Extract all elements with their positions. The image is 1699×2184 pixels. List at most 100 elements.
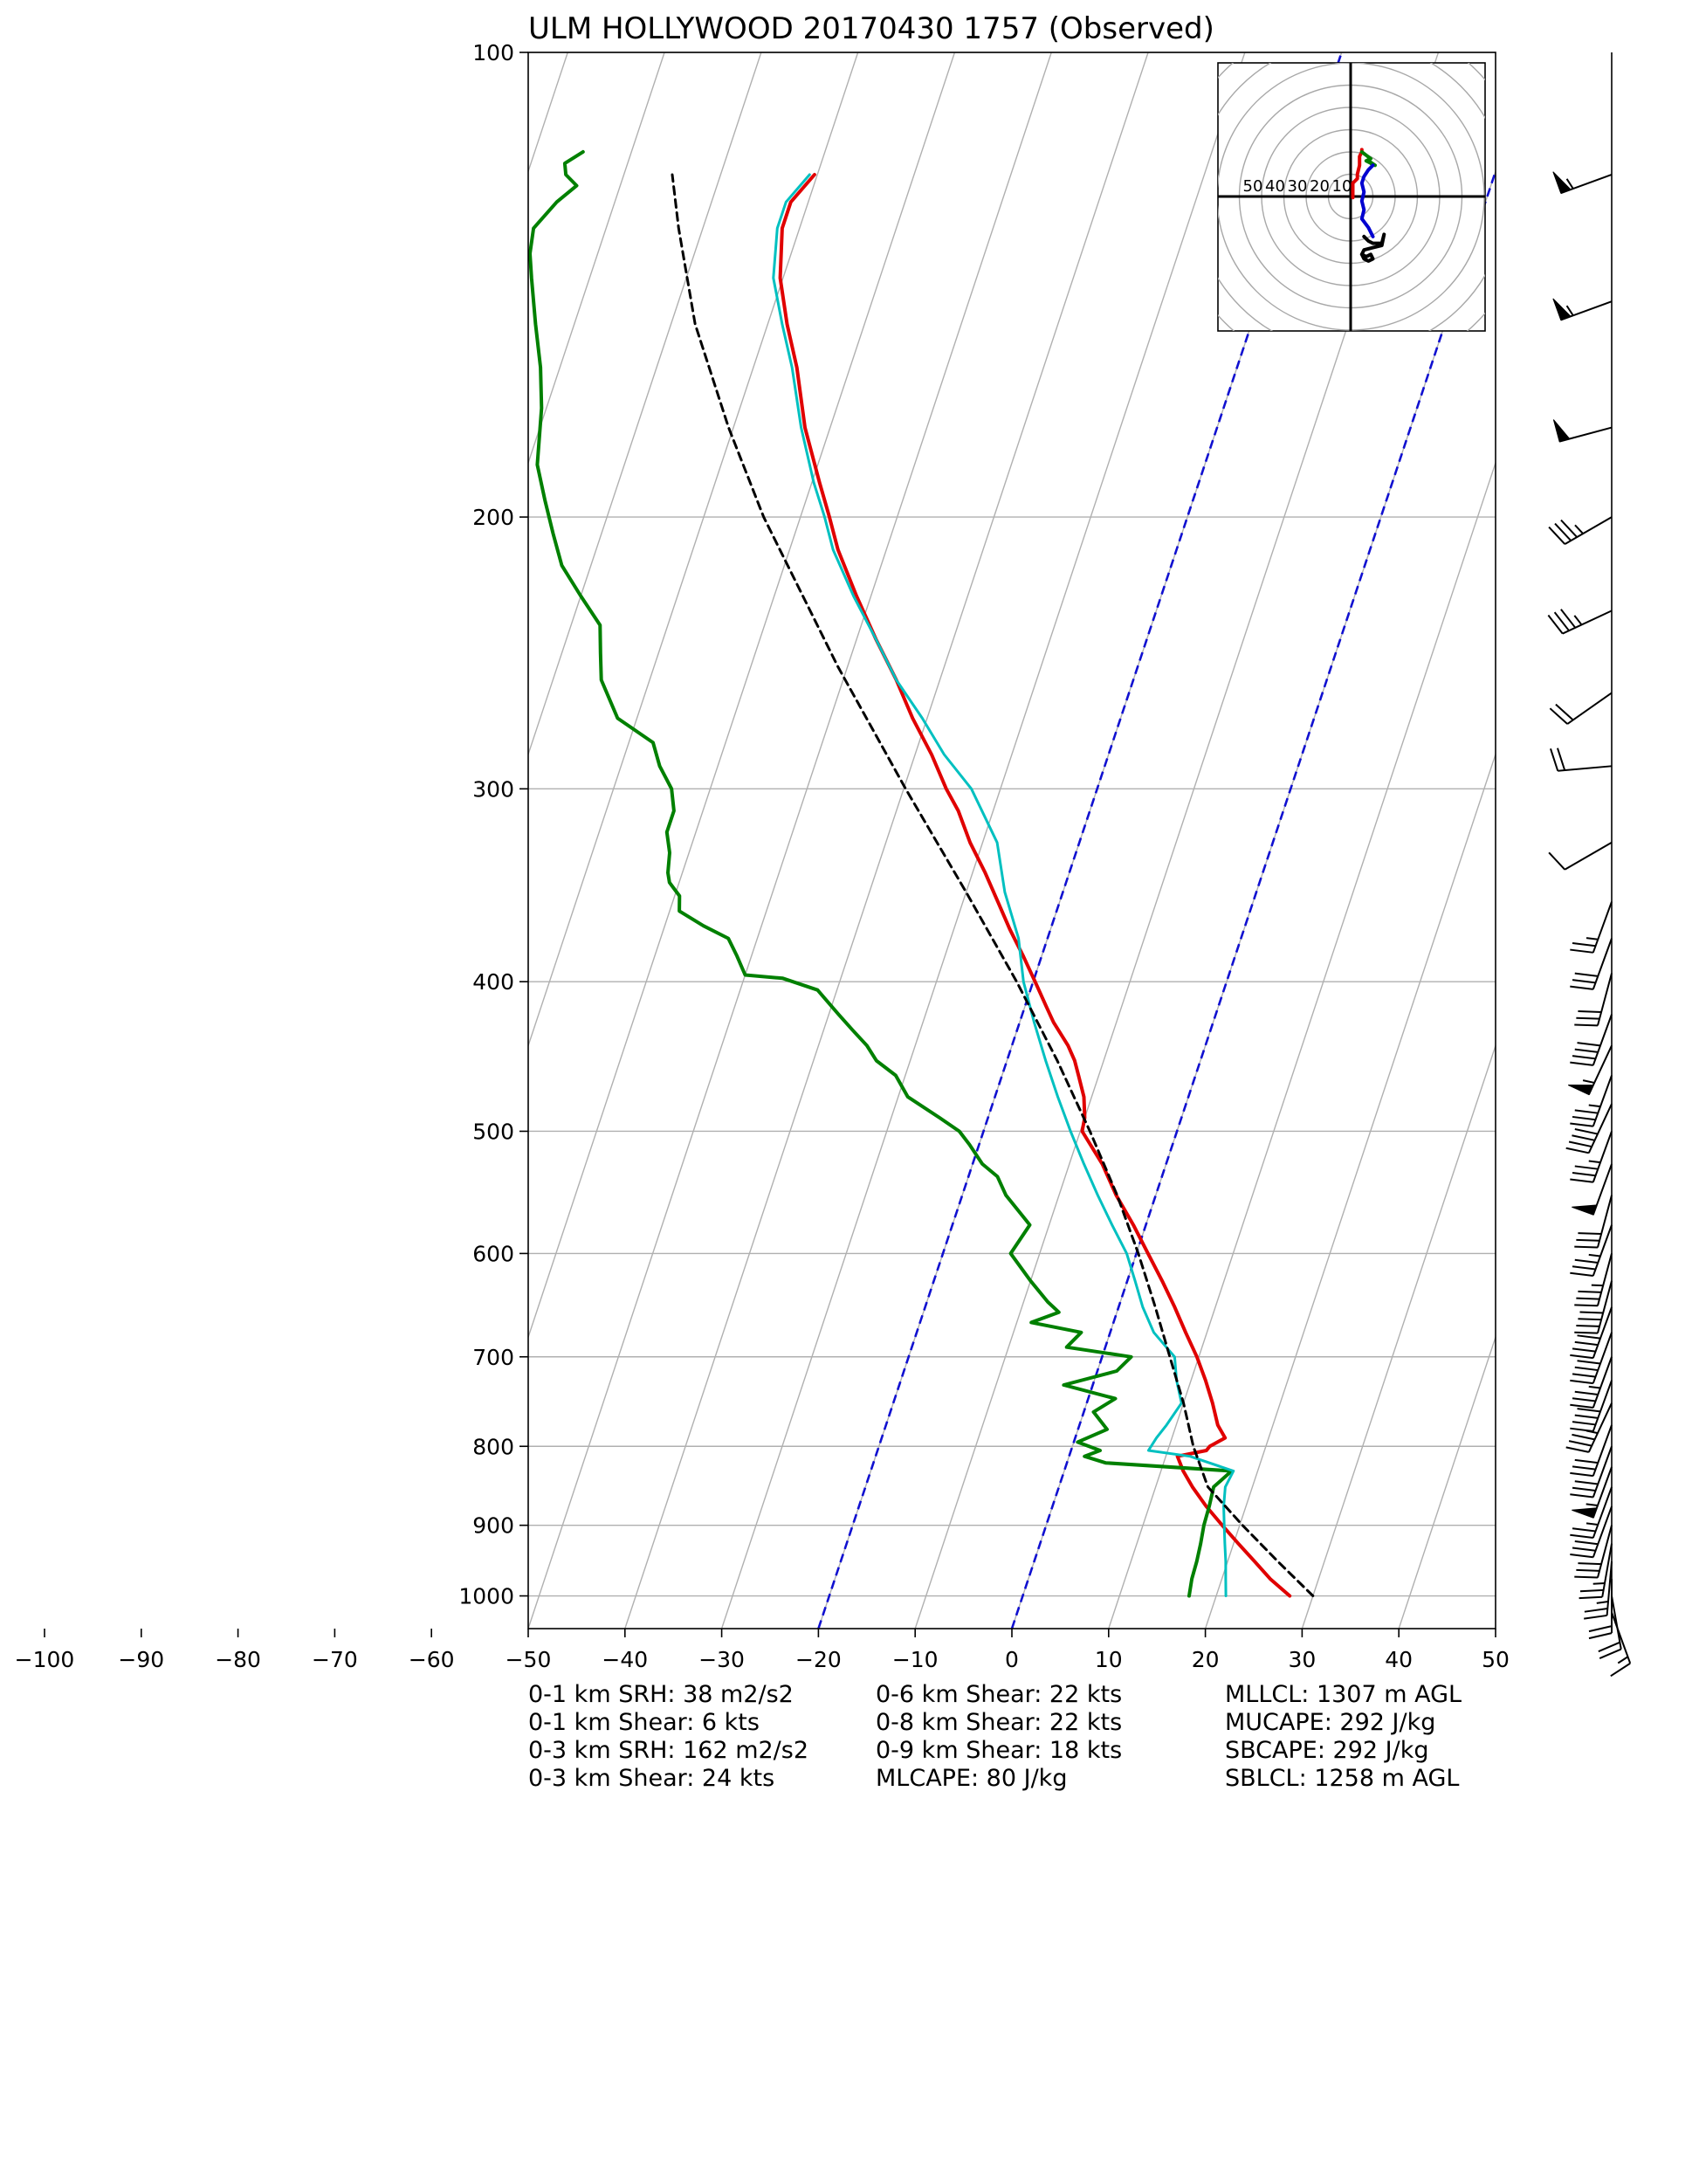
wind-barb-feather	[1547, 614, 1564, 635]
y-tick-label: 900	[472, 1513, 514, 1539]
y-tick-label: 1000	[458, 1584, 514, 1609]
stat-shear-0-6km: 0-6 km Shear: 22 kts	[876, 1681, 1123, 1708]
wind-barb-feather	[1572, 1373, 1596, 1378]
wind-barb-half-feather	[1586, 1430, 1599, 1435]
wind-barb-half-feather	[1592, 1582, 1606, 1585]
wind-barb-staff	[1592, 1075, 1613, 1127]
y-tick-label: 700	[472, 1345, 514, 1370]
temperature-profile	[778, 173, 1292, 1598]
wind-barb-feather	[1565, 1147, 1590, 1154]
wind-barb	[1548, 841, 1613, 871]
wind-barb-feather	[1570, 1533, 1593, 1540]
wind-barb-feather	[1574, 1048, 1599, 1053]
wind-barb-feather	[1570, 1354, 1593, 1360]
wind-barb	[1570, 1356, 1613, 1409]
x-tick-label: −40	[602, 1647, 648, 1672]
stats-middle-column: 0-6 km Shear: 22 kts 0-8 km Shear: 22 kt…	[876, 1681, 1122, 1793]
wind-barb-feather	[1572, 1547, 1596, 1552]
wind-barb-staff	[1592, 901, 1613, 954]
wind-barb-staff	[1562, 610, 1613, 635]
x-tick-label: −100	[15, 1647, 75, 1672]
wind-barb-half-feather	[1617, 1656, 1629, 1664]
wetbulb-profile	[772, 173, 1235, 1597]
wind-barb-staff	[1592, 1356, 1613, 1409]
wind-barb	[1570, 1075, 1613, 1127]
wind-barb-flag	[1552, 419, 1571, 443]
chart-title: ULM HOLLYWOOD 20170430 1757 (Observed)	[528, 11, 1214, 46]
wind-barb-half-feather	[1588, 1160, 1601, 1164]
stats-right-column: MLLCL: 1307 m AGL MUCAPE: 292 J/kg SBCAP…	[1225, 1681, 1462, 1793]
stat-srh-0-3km: 0-3 km SRH: 162 m2/s2	[528, 1737, 809, 1764]
wind-barb	[1574, 1195, 1613, 1249]
wind-barb-staff	[1592, 1505, 1613, 1558]
wind-barb-feather	[1576, 1238, 1600, 1242]
wind-barb-feather	[1572, 1115, 1596, 1121]
wind-barb	[1588, 1579, 1613, 1640]
isotherm-gridline	[1398, 1335, 1496, 1629]
wind-barb	[1574, 1525, 1613, 1579]
wind-barb-staff	[1566, 692, 1613, 725]
wind-barb-feather	[1574, 1390, 1599, 1395]
wind-barb-feather	[1560, 609, 1577, 629]
y-tick-label: 500	[472, 1119, 514, 1144]
isotherm-gridline	[528, 52, 956, 1340]
hodograph-ring-label: 30	[1288, 177, 1308, 196]
isotherm-gridline	[528, 52, 665, 465]
wind-barb	[1570, 938, 1613, 990]
wind-barb	[1570, 1131, 1613, 1183]
wind-barb-staff	[1592, 1332, 1613, 1384]
wind-barb-feather	[1572, 942, 1596, 947]
wind-barb-feather	[1574, 1023, 1598, 1027]
wind-barb-feather	[1579, 1588, 1604, 1593]
wind-barb-feather	[1572, 1421, 1596, 1426]
hodograph-ring-label: 50	[1243, 177, 1263, 196]
wind-barb-feather	[1572, 979, 1596, 984]
wind-barb	[1570, 1014, 1613, 1066]
stat-sbcape: SBCAPE: 292 J/kg	[1225, 1737, 1429, 1764]
wind-barb-feather	[1588, 1632, 1613, 1640]
x-tick-label: 0	[1005, 1647, 1019, 1672]
wind-barb-half-feather	[1588, 1385, 1601, 1389]
stat-shear-0-9km: 0-9 km Shear: 18 kts	[876, 1737, 1123, 1764]
wind-barb-feather	[1576, 1568, 1600, 1572]
wind-barb-feather	[1554, 522, 1572, 541]
wind-barb-staff	[1558, 765, 1613, 772]
wind-barb	[1570, 1486, 1613, 1540]
wind-barb-feather	[1572, 1265, 1596, 1271]
wind-barb	[1610, 1612, 1632, 1678]
wind-barb-feather	[1570, 1403, 1593, 1409]
wind-barb-half-feather	[1582, 1079, 1595, 1084]
wind-barb-feather	[1568, 1140, 1592, 1148]
x-tick-label: −70	[312, 1647, 358, 1672]
wind-barb-staff	[1596, 973, 1613, 1026]
isotherm-gridline	[0, 52, 181, 1629]
hodograph: 50 40 30 20 10	[1217, 62, 1486, 332]
wind-barb-feather	[1550, 748, 1559, 772]
wind-barb-feather	[1577, 1360, 1601, 1365]
wind-barb-staff	[1564, 516, 1613, 545]
wind-barb	[1570, 1445, 1613, 1498]
wind-barb-staff	[1596, 1195, 1613, 1248]
wind-barb-feather	[1570, 1379, 1593, 1385]
wind-barb-staff	[1592, 938, 1613, 990]
wind-barb-staff	[1564, 841, 1613, 871]
stat-shear-0-8km: 0-8 km Shear: 22 kts	[876, 1709, 1123, 1736]
wind-barb-feather	[1574, 1575, 1598, 1579]
wind-barb-staff	[1592, 1424, 1613, 1477]
isotherm-gridline	[0, 52, 278, 1629]
wind-barb-feather	[1570, 1178, 1593, 1183]
wind-barb	[1565, 1103, 1613, 1154]
y-tick-label: 400	[472, 969, 514, 995]
wind-barb-feather	[1578, 1010, 1602, 1013]
wind-barb-half-feather	[1596, 1601, 1609, 1604]
x-tick-label: −80	[215, 1647, 261, 1672]
wind-barb-feather	[1553, 611, 1570, 631]
wind-barb-staff	[1592, 1014, 1613, 1066]
wind-barb	[1579, 1543, 1613, 1600]
x-tick-label: 40	[1385, 1647, 1413, 1672]
wind-barb-feather	[1574, 1245, 1598, 1249]
wind-barb-staff	[1592, 1131, 1613, 1183]
wind-barb-feather	[1578, 1232, 1602, 1236]
hodograph-trace	[1359, 163, 1375, 238]
